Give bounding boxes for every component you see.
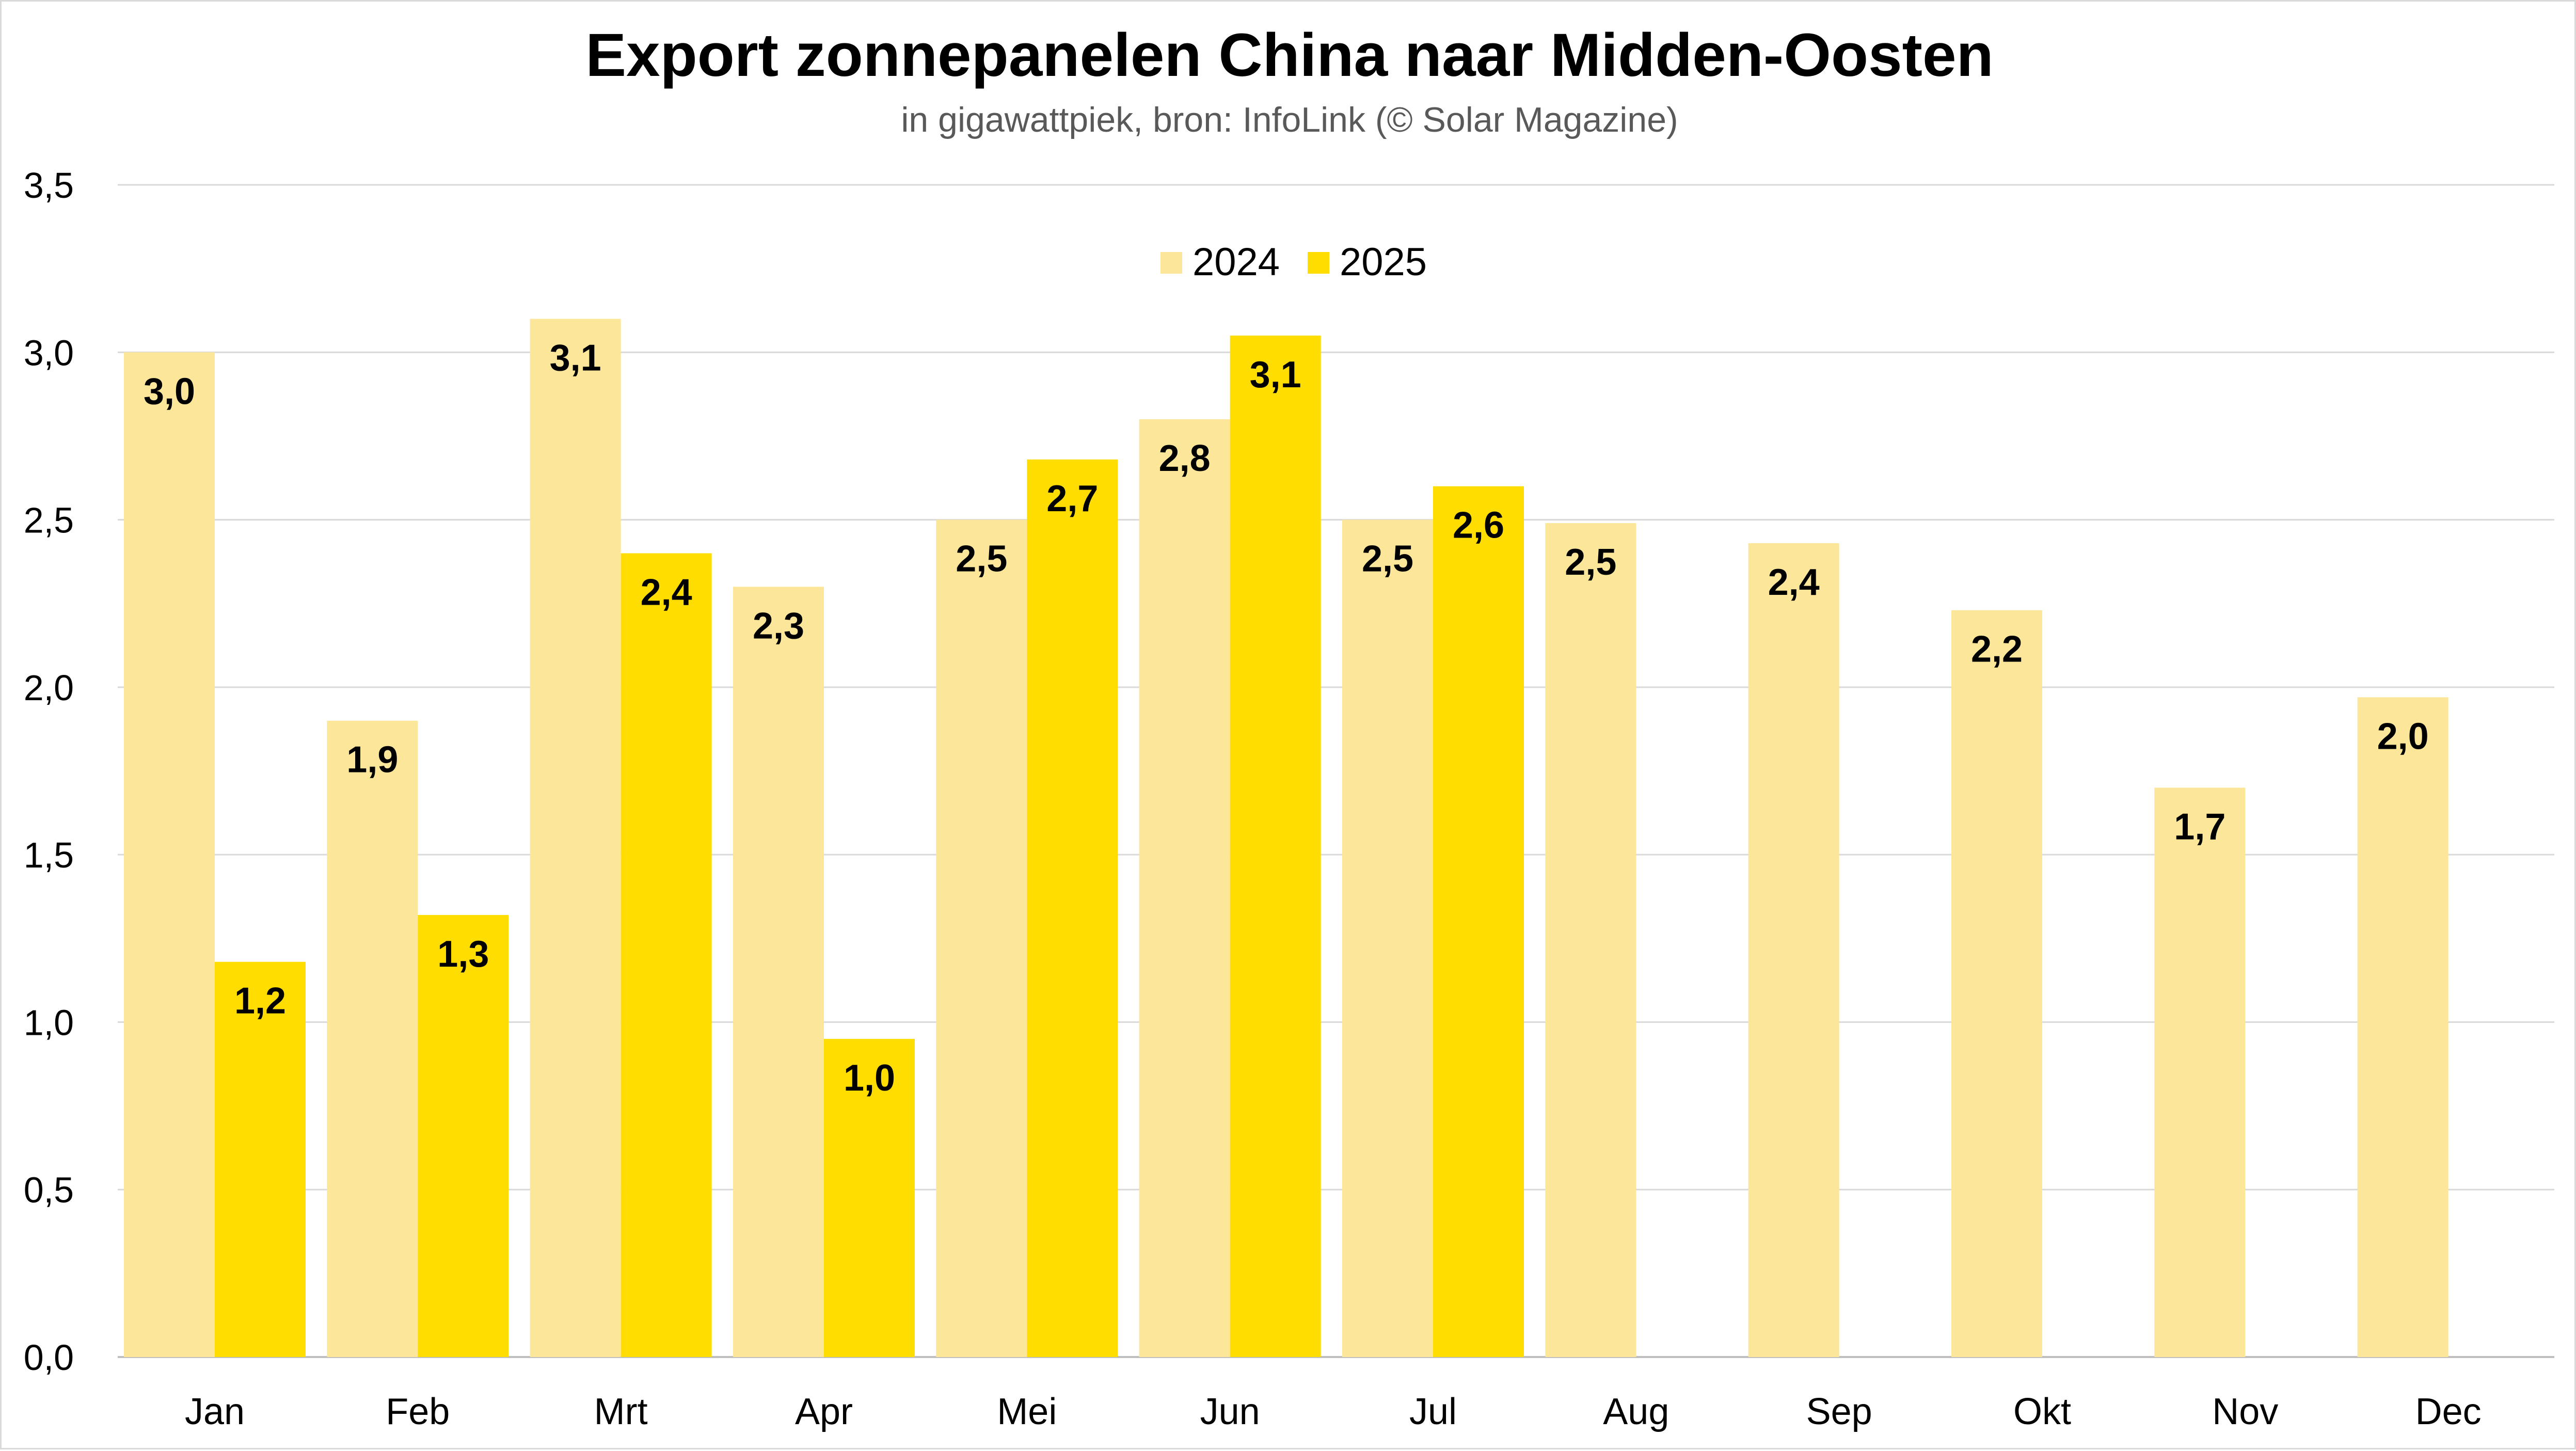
data-label: 2,4 [1768, 562, 1820, 603]
bar-2024-feb [327, 720, 418, 1357]
legend-label-2025: 2025 [1340, 240, 1427, 284]
x-tick-label: Feb [386, 1391, 450, 1432]
bar-2024-mei [936, 519, 1027, 1357]
y-tick-label: 0,5 [24, 1170, 74, 1210]
legend-swatch-2024 [1160, 252, 1182, 274]
x-tick-label: Dec [2415, 1391, 2482, 1432]
data-label: 2,7 [1046, 478, 1098, 519]
bar-2025-mei [1027, 459, 1118, 1357]
bar-2025-apr [824, 1038, 915, 1357]
data-label: 1,9 [346, 739, 398, 781]
data-label: 2,4 [641, 572, 692, 613]
x-tick-label: Mei [997, 1391, 1057, 1432]
bar-2025-jul [1433, 486, 1524, 1357]
data-label: 3,1 [1250, 354, 1301, 396]
y-tick-label: 0,0 [24, 1337, 74, 1378]
bar-2024-okt [1951, 610, 2042, 1357]
x-tick-label: Aug [1603, 1391, 1669, 1432]
bar-2025-feb [418, 914, 509, 1357]
data-label: 2,5 [1565, 542, 1616, 583]
y-tick-label: 2,0 [24, 668, 74, 708]
data-label: 3,1 [550, 337, 601, 378]
y-tick-label: 1,0 [24, 1002, 74, 1043]
data-label: 3,0 [144, 371, 195, 412]
bar-2024-mrt [530, 319, 621, 1357]
y-tick-label: 1,5 [24, 835, 74, 875]
data-label: 1,7 [2174, 806, 2225, 847]
x-tick-label: Nov [2212, 1391, 2278, 1432]
y-tick-label: 3,0 [24, 333, 74, 373]
data-label: 2,5 [956, 539, 1007, 580]
chart-title: Export zonnepanelen China naar Midden-Oo… [585, 21, 1994, 89]
bar-2025-jun [1230, 335, 1321, 1357]
x-tick-label: Jul [1409, 1391, 1457, 1432]
data-label: 2,3 [753, 605, 804, 646]
legend-swatch-2025 [1308, 252, 1329, 274]
x-tick-label: Mrt [594, 1391, 648, 1432]
chart-subtitle: in gigawattpiek, bron: InfoLink (© Solar… [901, 100, 1678, 139]
x-tick-label: Okt [2013, 1391, 2071, 1432]
bar-2024-nov [2154, 787, 2246, 1357]
data-label: 2,5 [1362, 539, 1413, 580]
bar-2025-mrt [621, 553, 712, 1357]
bar-2024-jul [1342, 519, 1433, 1357]
data-label: 2,6 [1453, 505, 1504, 546]
data-label: 2,2 [1971, 629, 2023, 670]
bar-2024-apr [733, 587, 824, 1357]
x-tick-label: Jan [185, 1391, 245, 1432]
y-tick-label: 3,5 [24, 165, 74, 206]
bar-2024-jan [124, 352, 215, 1358]
bar-2024-sep [1748, 543, 1839, 1357]
bar-2024-dec [2357, 697, 2448, 1357]
data-label: 2,8 [1159, 438, 1211, 479]
bar-2024-aug [1545, 523, 1636, 1357]
x-tick-label: Jun [1200, 1391, 1260, 1432]
data-label: 1,3 [437, 934, 489, 975]
y-tick-label: 2,5 [24, 500, 74, 541]
data-label: 1,0 [844, 1058, 895, 1099]
bar-2024-jun [1139, 419, 1230, 1357]
bar-2025-jan [215, 961, 306, 1357]
data-label: 2,0 [2377, 716, 2429, 757]
x-tick-label: Apr [795, 1391, 853, 1432]
legend-label-2024: 2024 [1192, 240, 1280, 284]
x-tick-label: Sep [1806, 1391, 1872, 1432]
data-label: 1,2 [234, 981, 286, 1022]
